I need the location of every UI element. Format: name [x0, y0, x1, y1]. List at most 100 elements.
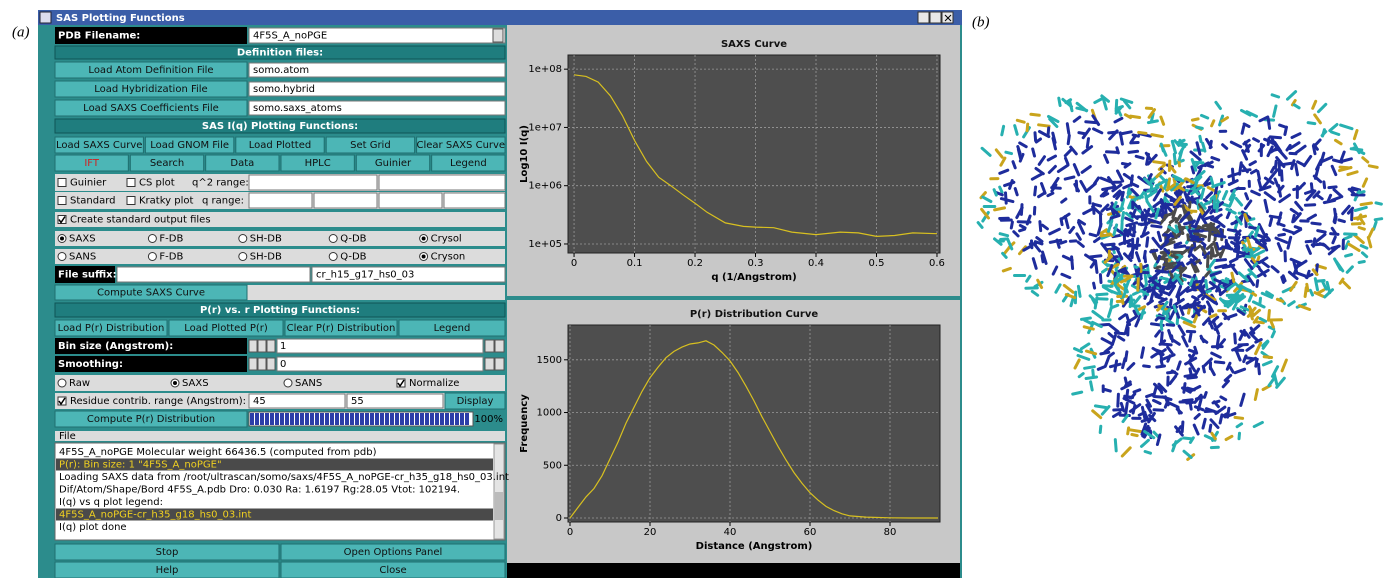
text-field-value[interactable]: somo.saxs_atoms [253, 103, 342, 114]
radio-label[interactable]: Crysol [431, 234, 462, 245]
radio-button[interactable] [58, 379, 66, 387]
maximize-button[interactable] [930, 12, 941, 23]
text-field-value[interactable]: somo.hybrid [253, 84, 315, 95]
text-field[interactable] [379, 193, 442, 208]
checkbox-label[interactable]: CS plot [139, 178, 175, 189]
radio-label[interactable]: Raw [69, 378, 90, 389]
spin-value[interactable]: 0 [280, 359, 286, 370]
button-label[interactable]: Close [379, 565, 406, 576]
text-field[interactable] [314, 193, 377, 208]
button-label[interactable]: Clear SAXS Curve [417, 140, 506, 151]
radio-button[interactable] [148, 235, 156, 243]
checkbox-label[interactable]: Create standard output files [70, 215, 211, 226]
checkbox[interactable] [58, 197, 66, 205]
button-label[interactable]: Stop [156, 547, 179, 558]
button-label[interactable]: Load Hybridization File [94, 84, 207, 95]
button-label[interactable]: Load Plotted P(r) [184, 323, 268, 334]
section-header-text: SAS I(q) Plotting Functions: [202, 121, 358, 132]
x-tick-label: 20 [644, 527, 657, 538]
combo-arrow[interactable] [493, 29, 503, 42]
checkbox-label[interactable]: Kratky plot [139, 196, 193, 207]
radio-label[interactable]: F-DB [159, 234, 183, 245]
spin-arrow[interactable] [495, 340, 504, 352]
spin-arrow[interactable] [258, 358, 266, 370]
protein-stick [1086, 377, 1097, 379]
text-field-value[interactable]: cr_h15_g17_hs0_03 [316, 270, 414, 281]
checkbox[interactable] [58, 179, 66, 187]
protein-stick [1107, 152, 1118, 153]
spin-arrow[interactable] [485, 340, 494, 352]
checkbox-label[interactable]: Normalize [409, 378, 459, 389]
log-line: P(r): Bin size: 1 "4F5S_A_noPGE" [59, 460, 222, 471]
button-label[interactable]: Compute SAXS Curve [97, 288, 205, 299]
combo-value[interactable]: 4F5S_A_noPGE [253, 31, 327, 42]
spin-field[interactable] [277, 339, 483, 353]
radio-button[interactable] [284, 379, 292, 387]
window-controls[interactable] [918, 12, 953, 23]
spin-arrow[interactable] [249, 340, 257, 352]
text-field-value[interactable]: 45 [253, 396, 266, 407]
checkbox-label[interactable]: Residue contrib. range (Angstrom): [70, 396, 246, 407]
button-label[interactable]: HPLC [305, 158, 331, 169]
radio-label[interactable]: SANS [295, 378, 322, 389]
radio-label[interactable]: Cryson [431, 252, 466, 263]
button-label[interactable]: Set Grid [350, 140, 391, 151]
button-label[interactable]: Load Plotted [249, 140, 311, 151]
log-scrollbar[interactable] [494, 444, 504, 539]
button-label[interactable]: Compute P(r) Distribution [87, 414, 215, 425]
spin-arrow[interactable] [258, 340, 266, 352]
radio-button[interactable] [329, 253, 337, 261]
button-label[interactable]: Load SAXS Coefficients File [83, 103, 219, 114]
minimize-button[interactable] [918, 12, 929, 23]
radio-button[interactable] [239, 235, 247, 243]
text-field[interactable] [249, 193, 312, 208]
text-field[interactable] [117, 267, 310, 282]
text-field[interactable] [444, 193, 505, 208]
button-label[interactable]: Load SAXS Curve [56, 140, 142, 151]
text-field[interactable] [379, 175, 505, 190]
button-label[interactable]: Search [150, 158, 184, 169]
spin-arrow[interactable] [249, 358, 257, 370]
radio-label[interactable]: Q-DB [340, 252, 366, 263]
button-label[interactable]: Clear P(r) Distribution [287, 323, 396, 334]
radio-label[interactable]: SH-DB [250, 252, 282, 263]
menu-item[interactable]: File [59, 431, 76, 442]
button-label[interactable]: Guinier [375, 158, 412, 169]
spin-arrow[interactable] [267, 340, 275, 352]
radio-label[interactable]: SAXS [182, 378, 209, 389]
text-field-value[interactable]: somo.atom [253, 65, 309, 76]
button-label[interactable]: Help [156, 565, 179, 576]
radio-button[interactable] [239, 253, 247, 261]
log-scroll-thumb[interactable] [495, 492, 503, 520]
radio-label[interactable]: SH-DB [250, 234, 282, 245]
spin-field[interactable] [277, 357, 483, 371]
button-label[interactable]: Data [230, 158, 254, 169]
radio-label[interactable]: Q-DB [340, 234, 366, 245]
checkbox-label[interactable]: Guinier [70, 178, 107, 189]
spin-arrow[interactable] [267, 358, 275, 370]
button-label[interactable]: Load P(r) Distribution [58, 323, 165, 334]
radio-label[interactable]: SAXS [69, 234, 96, 245]
button-label[interactable]: Legend [434, 323, 471, 334]
spin-value[interactable]: 1 [280, 341, 286, 352]
checkbox-label[interactable]: Standard [70, 196, 116, 207]
button-label[interactable]: Open Options Panel [344, 547, 443, 558]
text-field[interactable] [249, 175, 377, 190]
radio-button[interactable] [58, 253, 66, 261]
radio-label[interactable]: SANS [69, 252, 96, 263]
button-label[interactable]: Legend [450, 158, 487, 169]
radio-label[interactable]: F-DB [159, 252, 183, 263]
checkbox[interactable] [127, 179, 135, 187]
button-label[interactable]: IFT [84, 158, 100, 169]
spin-arrow[interactable] [495, 358, 504, 370]
button-label[interactable]: Display [457, 396, 494, 407]
y-tick-label: 0 [556, 513, 562, 524]
checkbox[interactable] [127, 197, 135, 205]
spin-arrow[interactable] [485, 358, 494, 370]
button-label[interactable]: Load GNOM File [150, 140, 229, 151]
protein-stick [1090, 256, 1101, 257]
button-label[interactable]: Load Atom Definition File [88, 65, 213, 76]
radio-button[interactable] [329, 235, 337, 243]
text-field-value[interactable]: 55 [351, 396, 364, 407]
radio-button[interactable] [148, 253, 156, 261]
